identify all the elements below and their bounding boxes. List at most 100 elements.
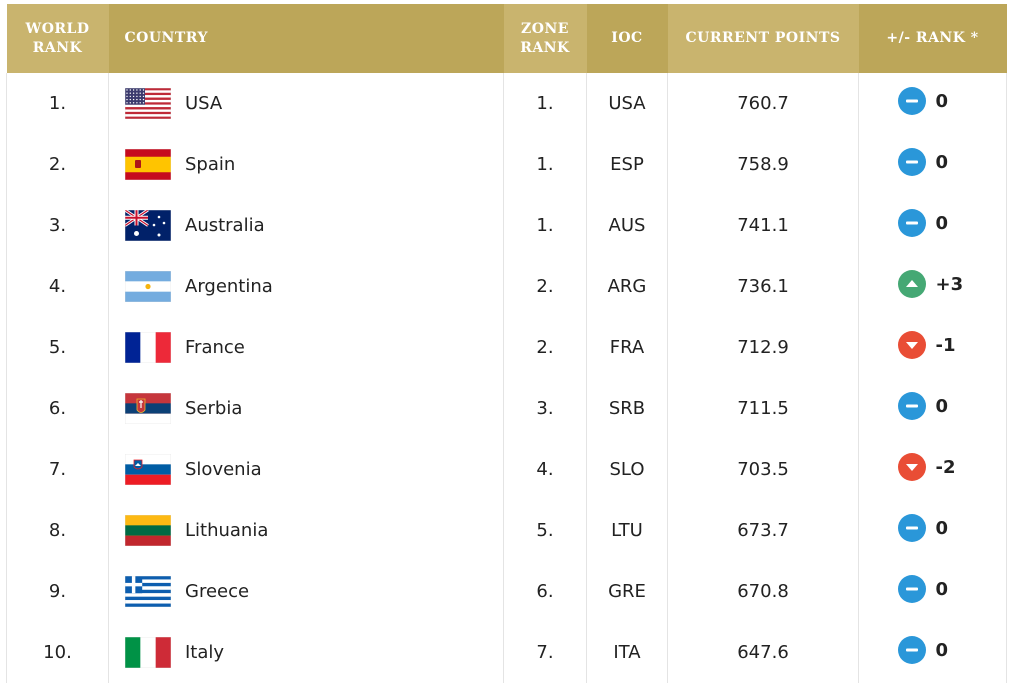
current-points-header[interactable]: CURRENT POINTS [667, 4, 859, 73]
country-cell: USA [108, 73, 504, 134]
greece-flag-icon [125, 576, 171, 607]
country-name[interactable]: Lithuania [185, 520, 269, 541]
rank-change-value: 0 [935, 90, 949, 112]
country-name[interactable]: Australia [185, 215, 265, 236]
country-cell: Italy [108, 622, 504, 683]
france-flag-icon [125, 332, 171, 363]
table-row[interactable]: 4. Argentina 2. ARG 736.1 +3 [6, 256, 1007, 317]
table-row[interactable]: 10. Italy 7. ITA 647.6 0 [6, 622, 1007, 683]
country-cell: Greece [108, 561, 504, 622]
zone-rank-cell: 6. [503, 561, 587, 622]
no-change-icon [897, 514, 926, 542]
usa-flag-icon [125, 88, 171, 119]
rank-change-value: -2 [935, 456, 956, 478]
country-name[interactable]: Italy [185, 642, 225, 663]
current-points-cell: 670.8 [667, 561, 859, 622]
ioc-cell: ARG [586, 256, 668, 317]
rank-change-cell: 0 [858, 195, 1007, 256]
world-rank-cell: 4. [6, 256, 109, 317]
table-row[interactable]: 7. Slovenia 4. SLO 703.5 -2 [6, 439, 1007, 500]
rank-change-value: 0 [935, 517, 949, 539]
no-change-icon [897, 636, 926, 664]
ioc-cell: ESP [586, 134, 668, 195]
table-row[interactable]: 2. Spain 1. ESP 758.9 0 [6, 134, 1007, 195]
country-name[interactable]: Slovenia [185, 459, 262, 480]
country-cell: Spain [108, 134, 504, 195]
rank-change-cell: -1 [858, 317, 1007, 378]
current-points-cell: 736.1 [667, 256, 859, 317]
no-change-icon [897, 87, 926, 115]
ioc-header[interactable]: IOC [586, 4, 668, 73]
rank-change-cell: 0 [858, 378, 1007, 439]
country-cell: Australia [108, 195, 504, 256]
rank-down-icon [897, 331, 926, 359]
table-row[interactable]: 3. Australia 1. AUS 741.1 0 [6, 195, 1007, 256]
current-points-cell: 760.7 [667, 73, 859, 134]
world-rank-cell: 2. [6, 134, 109, 195]
ranking-table-container: WORLD RANK COUNTRY ZONE RANK IOC CURRENT P… [6, 4, 1007, 683]
ioc-cell: LTU [586, 500, 668, 561]
table-row[interactable]: 1. USA 1. USA 760.7 0 [6, 73, 1007, 134]
world-ranking-table: WORLD RANK COUNTRY ZONE RANK IOC CURRENT P… [6, 4, 1007, 683]
world-rank-header-line1: WORLD [25, 20, 90, 37]
table-row[interactable]: 5. France 2. FRA 712.9 -1 [6, 317, 1007, 378]
spain-flag-icon [125, 149, 171, 180]
argentina-flag-icon [125, 271, 171, 302]
zone-rank-header[interactable]: ZONE RANK [503, 4, 587, 73]
world-rank-cell: 10. [6, 622, 109, 683]
country-cell: Serbia [108, 378, 504, 439]
zone-rank-cell: 4. [503, 439, 587, 500]
current-points-cell: 741.1 [667, 195, 859, 256]
zone-rank-header-line1: ZONE [521, 20, 569, 37]
zone-rank-cell: 5. [503, 500, 587, 561]
country-name[interactable]: Serbia [185, 398, 243, 419]
current-points-cell: 712.9 [667, 317, 859, 378]
zone-rank-header-line2: RANK [520, 39, 570, 56]
zone-rank-cell: 3. [503, 378, 587, 439]
country-name[interactable]: Argentina [185, 276, 273, 297]
current-points-cell: 758.9 [667, 134, 859, 195]
slovenia-flag-icon [125, 454, 171, 485]
current-points-cell: 647.6 [667, 622, 859, 683]
no-change-icon [897, 575, 926, 603]
rank-up-icon [897, 270, 926, 298]
rank-change-value: 0 [935, 639, 949, 661]
table-row[interactable]: 8. Lithuania 5. LTU 673.7 0 [6, 500, 1007, 561]
rank-change-value: 0 [935, 151, 949, 173]
rank-change-cell: 0 [858, 134, 1007, 195]
lithuania-flag-icon [125, 515, 171, 546]
table-row[interactable]: 9. Greece 6. GRE 670.8 0 [6, 561, 1007, 622]
australia-flag-icon [125, 210, 171, 241]
rank-change-cell: 0 [858, 500, 1007, 561]
ioc-cell: GRE [586, 561, 668, 622]
zone-rank-cell: 1. [503, 134, 587, 195]
ioc-cell: ITA [586, 622, 668, 683]
rank-change-header[interactable]: +/- RANK * [858, 4, 1007, 73]
rank-change-cell: 0 [858, 73, 1007, 134]
country-header[interactable]: COUNTRY [108, 4, 504, 73]
rank-change-cell: 0 [858, 561, 1007, 622]
country-name[interactable]: France [185, 337, 245, 358]
country-name[interactable]: Spain [185, 154, 236, 175]
country-cell: Slovenia [108, 439, 504, 500]
current-points-cell: 711.5 [667, 378, 859, 439]
country-name[interactable]: USA [185, 93, 223, 114]
rank-change-cell: 0 [858, 622, 1007, 683]
table-header-row: WORLD RANK COUNTRY ZONE RANK IOC CURRENT P… [6, 4, 1007, 73]
rank-change-value: +3 [935, 273, 964, 295]
rank-change-value: 0 [935, 395, 949, 417]
ioc-cell: SLO [586, 439, 668, 500]
country-cell: Lithuania [108, 500, 504, 561]
ioc-cell: FRA [586, 317, 668, 378]
current-points-cell: 703.5 [667, 439, 859, 500]
zone-rank-cell: 2. [503, 256, 587, 317]
no-change-icon [897, 209, 926, 237]
world-rank-cell: 5. [6, 317, 109, 378]
table-row[interactable]: 6. Serbia 3. SRB 711.5 0 [6, 378, 1007, 439]
country-name[interactable]: Greece [185, 581, 250, 602]
world-rank-cell: 3. [6, 195, 109, 256]
ioc-cell: SRB [586, 378, 668, 439]
rank-change-value: 0 [935, 578, 949, 600]
zone-rank-cell: 1. [503, 73, 587, 134]
world-rank-header[interactable]: WORLD RANK [6, 4, 109, 73]
